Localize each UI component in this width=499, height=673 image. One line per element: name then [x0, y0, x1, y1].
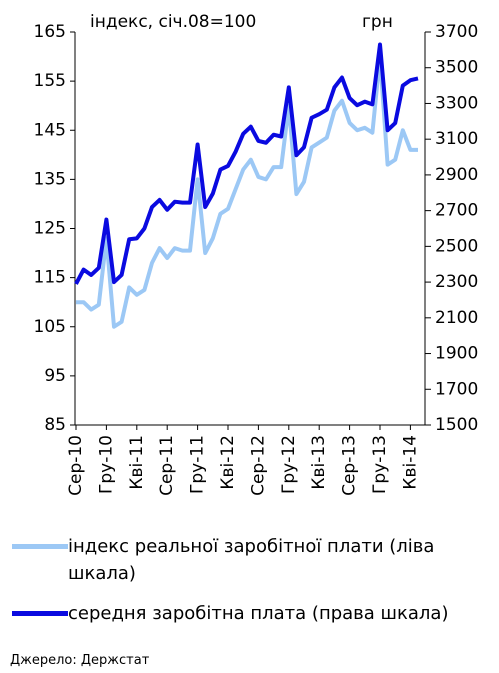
y2-tick-label: 3500 [435, 58, 478, 78]
series-line [74, 42, 419, 285]
y2-tick-label: 2700 [435, 201, 478, 221]
x-tick-label: Сер-12 [248, 435, 268, 496]
y-tick-label: 155 [34, 71, 66, 91]
x-tick-label: Гру-11 [188, 435, 208, 494]
y-tick-label: 95 [44, 366, 66, 386]
legend-swatch [12, 544, 68, 549]
y2-tick-label: 2900 [435, 165, 478, 185]
legend-label: середня заробітна плата (права шкала) [68, 603, 449, 624]
x-tick-label: Сер-10 [66, 435, 86, 496]
y2-tick-label: 2500 [435, 236, 478, 256]
source: Джерело: Держстат [10, 653, 150, 668]
y2-tick-label: 3100 [435, 129, 478, 149]
right-axis-note: грн [362, 12, 393, 32]
y2-tick-label: 1700 [435, 379, 478, 399]
y2-tick-label: 3300 [435, 93, 478, 113]
y2-tick-label: 2300 [435, 272, 478, 292]
x-tick-label: Гру-12 [279, 435, 299, 494]
y2-tick-label: 2100 [435, 308, 478, 328]
y-tick-label: 125 [34, 219, 66, 239]
x-tick-label: Кві-11 [127, 435, 147, 490]
y-tick-label: 105 [34, 317, 66, 337]
y-tick-label: 115 [34, 268, 66, 288]
y-tick-label: 135 [34, 169, 66, 189]
y-tick-label: 145 [34, 120, 66, 140]
x-tick-label: Сер-11 [157, 435, 177, 496]
series-line [76, 54, 418, 329]
x-tick-label: Кві-12 [218, 435, 238, 490]
left-axis-note: індекс, січ.08=100 [90, 12, 256, 32]
x-tick-label: Гру-13 [370, 435, 390, 494]
y2-tick-label: 3700 [435, 22, 478, 42]
chart: індекс, січ.08=100 грн 85 95 105 115 125 135 1… [34, 12, 479, 496]
x-tick-label: Кві-14 [400, 435, 420, 490]
y2-tick-label: 1900 [435, 344, 478, 364]
legend-item: середня заробітна плата (права шкала) [0, 600, 499, 660]
y-tick-label: 165 [34, 22, 66, 42]
legend-swatch [12, 611, 68, 616]
x-tick-label: Кві-13 [309, 435, 329, 490]
y-tick-label: 85 [44, 415, 66, 435]
x-tick-label: Гру-10 [96, 435, 116, 494]
x-tick-label: Сер-13 [340, 435, 360, 496]
y2-tick-label: 1500 [435, 415, 478, 435]
legend-label: індекс реальної заробітної плати (ліва ш… [68, 536, 435, 584]
legend-item: індекс реальної заробітної плати (ліва ш… [0, 533, 499, 593]
